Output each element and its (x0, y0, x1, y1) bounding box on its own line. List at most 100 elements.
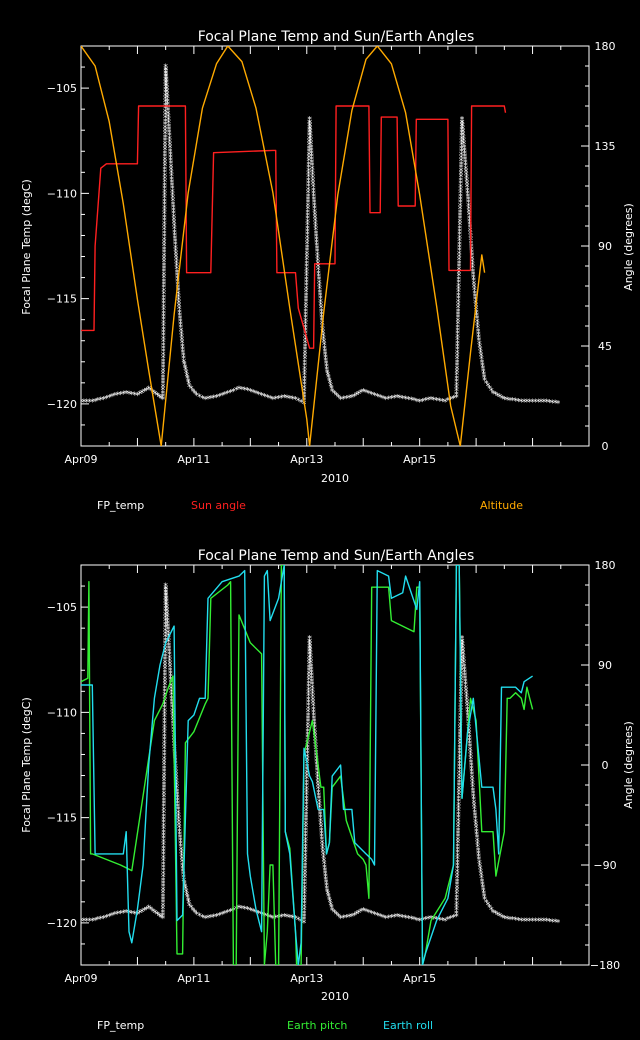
fp-temp-point: * (293, 915, 298, 925)
fp-temp-point: * (307, 647, 312, 657)
fp-temp-point: * (458, 224, 463, 234)
fp-temp-point: * (456, 839, 461, 849)
fp-temp-point: * (469, 765, 474, 775)
fp-temp-point: * (463, 159, 468, 169)
fp-temp-point: * (304, 798, 309, 808)
fp-temp-point: * (464, 693, 469, 703)
fp-temp-point: * (175, 265, 180, 275)
fp-temp-point: * (456, 807, 461, 817)
plot-area: Apr09 Apr11 Apr13 Apr15 −105 −110 −115 −120 0 45 9… (47, 40, 616, 466)
fp-temp-point: * (311, 708, 316, 718)
fp-temp-point: * (455, 868, 460, 878)
fp-temp-point: * (459, 670, 464, 680)
fp-temp-point: * (457, 227, 462, 237)
fp-temp-point: * (304, 788, 309, 798)
fp-temp-point: * (168, 663, 173, 673)
fp-temp-point: * (307, 125, 312, 135)
fp-temp-point: * (161, 838, 166, 848)
fp-temp-point: * (470, 783, 475, 793)
fp-temp-point: * (153, 909, 158, 919)
fp-temp-point: * (179, 852, 184, 862)
fp-temp-point: * (464, 174, 469, 184)
fp-temp-point: * (240, 386, 245, 396)
fp-temp-point: * (474, 827, 479, 837)
fp-temp-point: * (137, 909, 142, 919)
fp-temp-point: * (306, 208, 311, 218)
fp-temp-point: * (234, 386, 239, 396)
fp-temp-point: * (516, 916, 521, 926)
fp-temp-point: * (167, 135, 172, 145)
fp-temp-point: * (458, 186, 463, 196)
fp-temp-point: * (459, 667, 464, 677)
fp-temp-point: * (320, 326, 325, 336)
fp-temp-point: * (163, 646, 168, 656)
fp-temp-point: * (130, 909, 135, 919)
fp-temp-point: * (479, 874, 484, 884)
fp-temp-point: * (306, 167, 311, 177)
fp-temp-point: * (167, 651, 172, 661)
fp-temp-point: * (302, 900, 307, 910)
fp-temp-point: * (336, 913, 341, 923)
fp-temp-point: * (434, 397, 439, 407)
fp-temp-point: * (282, 394, 287, 404)
fp-temp-point: * (384, 396, 389, 406)
fp-temp-point: * (282, 913, 287, 923)
fp-temp-point: * (179, 333, 184, 343)
fp-temp-point: * (389, 914, 394, 924)
fp-temp-point: * (426, 396, 431, 406)
fp-temp-point: * (288, 395, 293, 405)
fp-temp-point: * (468, 743, 473, 753)
fp-temp-point: * (171, 207, 176, 217)
fp-temp-point: * (163, 73, 168, 83)
x-axis-label: 2010 (321, 472, 349, 485)
fp-temp-point: * (320, 836, 325, 846)
fp-temp-point: * (476, 330, 481, 340)
fp-temp-point: * (303, 871, 308, 881)
fp-temp-point: * (478, 346, 483, 356)
fp-temp-point: * (314, 226, 319, 236)
fp-temp-point: * (162, 758, 167, 768)
fp-temp-point: * (466, 202, 471, 212)
fp-temp-point: * (455, 352, 460, 362)
fp-temp-point: * (161, 848, 166, 858)
fp-temp-point: * (307, 641, 312, 651)
fp-temp-point: * (305, 766, 310, 776)
fp-temp-point: * (265, 394, 270, 404)
fp-temp-point: * (457, 259, 462, 269)
fp-temp-point: * (456, 314, 461, 324)
fp-temp-point: * (309, 675, 314, 685)
fp-temp-point: * (161, 319, 166, 329)
fp-temp-point: * (162, 713, 167, 723)
fp-temp-point: * (544, 398, 549, 408)
fp-temp-point: * (315, 773, 320, 783)
fp-temp-point: * (467, 221, 472, 231)
fp-temp-point: * (480, 361, 485, 371)
fp-temp-point: * (317, 801, 322, 811)
fp-temp-point: * (475, 840, 480, 850)
fp-temp-point: * (176, 806, 181, 816)
fp-temp-point: * (426, 915, 431, 925)
fp-temp-point: * (454, 903, 459, 913)
fp-temp-point: * (161, 841, 166, 851)
fp-temp-point: * (310, 171, 315, 181)
fp-temp-point: * (480, 880, 485, 890)
fp-temp-point: * (304, 291, 309, 301)
fp-temp-point: * (303, 342, 308, 352)
fp-temp-point: * (319, 304, 324, 314)
fp-temp-point: * (166, 113, 171, 123)
fp-temp-point: * (455, 342, 460, 352)
fp-temp-point: * (319, 301, 324, 311)
fp-temp-point: * (465, 708, 470, 718)
fp-temp-point: * (176, 803, 181, 813)
fp-temp-point: * (162, 748, 167, 758)
fp-temp-point: * (307, 116, 312, 126)
fp-temp-point: * (200, 394, 205, 404)
fp-temp-point: * (456, 279, 461, 289)
fp-temp-point: * (458, 734, 463, 744)
fp-temp-point: * (306, 683, 311, 693)
fp-temp-point: * (354, 910, 359, 920)
fp-temp-point: * (456, 798, 461, 808)
fp-temp-point: * (146, 904, 151, 914)
fp-temp-point: * (505, 396, 510, 406)
fp-temp-point: * (412, 916, 417, 926)
